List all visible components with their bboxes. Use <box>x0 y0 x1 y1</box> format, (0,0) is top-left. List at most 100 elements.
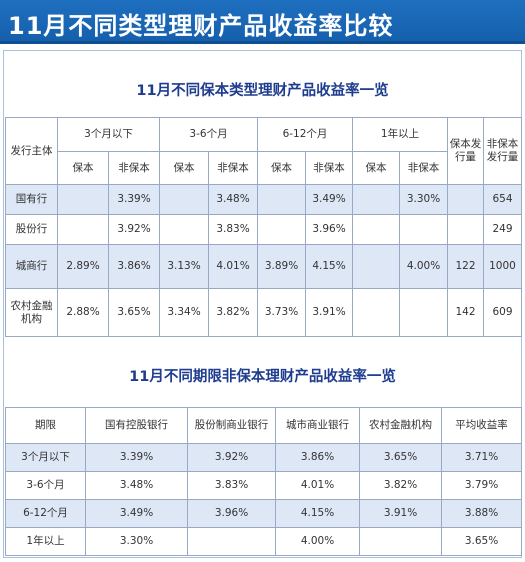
term-header: 3-6个月 <box>159 117 258 152</box>
issuer-cell: 国有行 <box>5 184 58 215</box>
data-cell <box>57 214 109 245</box>
data-cell: 3.48% <box>85 471 188 500</box>
table-row: 3-6个月 3.48% 3.83% 4.01% 3.82% 3.79% <box>5 471 522 500</box>
non-guaranteed-subheader: 非保本 <box>108 151 160 185</box>
data-cell <box>159 184 209 215</box>
data-cell: 3.83% <box>187 471 276 500</box>
table-row: 3个月以下 3.39% 3.92% 3.86% 3.65% 3.71% <box>5 443 522 472</box>
non-guaranteed-count-header: 非保本发行量 <box>483 117 522 185</box>
issuer-header: 发行主体 <box>5 117 58 185</box>
data-cell: 609 <box>483 288 522 337</box>
data-cell <box>352 214 400 245</box>
data-cell: 4.00% <box>399 244 448 289</box>
guaranteed-subheader: 保本 <box>257 151 306 185</box>
data-cell: 3.91% <box>359 499 442 528</box>
data-cell: 3.13% <box>159 244 209 289</box>
data-cell: 3.92% <box>187 443 276 472</box>
data-cell <box>352 184 400 215</box>
term-header: 1年以上 <box>352 117 448 152</box>
data-cell <box>352 288 400 337</box>
data-cell: 3.88% <box>441 499 522 528</box>
guaranteed-count-header: 保本发行量 <box>447 117 484 185</box>
data-cell: 4.15% <box>305 244 353 289</box>
data-cell <box>159 214 209 245</box>
table1-title: 11月不同保本类型理财产品收益率一览 <box>136 83 389 99</box>
data-cell: 654 <box>483 184 522 215</box>
data-cell: 1000 <box>483 244 522 289</box>
data-cell: 3.82% <box>359 471 442 500</box>
page-title: 11月不同类型理财产品收益率比较 <box>8 12 394 40</box>
data-cell <box>187 527 276 556</box>
guarantee-type-yield-table: 发行主体 3个月以下 3-6个月 6-12个月 1年以上 保本发行量 非保本发行… <box>5 117 522 337</box>
term-yield-table: 期限 国有控股银行 股份制商业银行 城市商业银行 农村金融机构 平均收益率 3个… <box>5 407 522 556</box>
data-cell: 3.89% <box>257 244 306 289</box>
non-guaranteed-subheader: 非保本 <box>305 151 353 185</box>
data-cell: 2.89% <box>57 244 109 289</box>
data-cell: 122 <box>447 244 484 289</box>
column-header: 期限 <box>5 407 86 444</box>
data-cell: 3.30% <box>85 527 188 556</box>
data-cell: 3.49% <box>305 184 353 215</box>
table-row: 股份行 3.92% 3.83% 3.96% 249 <box>5 214 522 245</box>
data-cell: 2.88% <box>57 288 109 337</box>
data-cell: 3.96% <box>305 214 353 245</box>
data-cell: 3.30% <box>399 184 448 215</box>
table-row: 1年以上 3.30% 4.00% 3.65% <box>5 527 522 556</box>
data-cell: 3.83% <box>208 214 258 245</box>
data-cell <box>447 214 484 245</box>
data-cell: 3.49% <box>85 499 188 528</box>
table-row: 农村金融机构 2.88% 3.65% 3.34% 3.82% 3.73% 3.9… <box>5 288 522 337</box>
table2-title: 11月不同期限非保本理财产品收益率一览 <box>129 369 396 385</box>
data-cell <box>447 184 484 215</box>
issuer-cell: 农村金融机构 <box>5 288 58 337</box>
data-cell: 3.39% <box>85 443 188 472</box>
data-cell: 3.79% <box>441 471 522 500</box>
column-header: 股份制商业银行 <box>187 407 276 444</box>
non-guaranteed-subheader: 非保本 <box>399 151 448 185</box>
term-cell: 3个月以下 <box>5 443 86 472</box>
column-header: 平均收益率 <box>441 407 522 444</box>
column-header: 农村金融机构 <box>359 407 442 444</box>
data-cell <box>359 527 442 556</box>
term-cell: 6-12个月 <box>5 499 86 528</box>
term-cell: 3-6个月 <box>5 471 86 500</box>
issuer-cell: 股份行 <box>5 214 58 245</box>
data-cell <box>399 214 448 245</box>
data-cell: 4.15% <box>275 499 360 528</box>
data-cell: 4.01% <box>208 244 258 289</box>
data-cell: 3.65% <box>441 527 522 556</box>
data-cell <box>257 184 306 215</box>
table-row: 城商行 2.89% 3.86% 3.13% 4.01% 3.89% 4.15% … <box>5 244 522 289</box>
data-cell <box>57 184 109 215</box>
guaranteed-subheader: 保本 <box>159 151 209 185</box>
non-guaranteed-subheader: 非保本 <box>208 151 258 185</box>
data-cell: 3.86% <box>108 244 160 289</box>
data-cell: 3.92% <box>108 214 160 245</box>
data-cell: 249 <box>483 214 522 245</box>
guaranteed-subheader: 保本 <box>57 151 109 185</box>
data-cell: 3.91% <box>305 288 353 337</box>
data-cell <box>257 214 306 245</box>
term-cell: 1年以上 <box>5 527 86 556</box>
guaranteed-subheader: 保本 <box>352 151 400 185</box>
data-cell: 3.71% <box>441 443 522 472</box>
data-cell: 3.73% <box>257 288 306 337</box>
term-header: 6-12个月 <box>257 117 353 152</box>
data-cell: 142 <box>447 288 484 337</box>
data-cell: 3.65% <box>359 443 442 472</box>
data-cell: 3.65% <box>108 288 160 337</box>
column-header: 国有控股银行 <box>85 407 188 444</box>
issuer-cell: 城商行 <box>5 244 58 289</box>
data-cell: 4.01% <box>275 471 360 500</box>
data-cell: 3.86% <box>275 443 360 472</box>
column-header: 城市商业银行 <box>275 407 360 444</box>
term-header: 3个月以下 <box>57 117 160 152</box>
data-cell <box>399 288 448 337</box>
table-row: 6-12个月 3.49% 3.96% 4.15% 3.91% 3.88% <box>5 499 522 528</box>
data-cell: 3.96% <box>187 499 276 528</box>
data-cell: 4.00% <box>275 527 360 556</box>
content-frame <box>3 50 522 558</box>
data-cell: 3.82% <box>208 288 258 337</box>
data-cell: 3.48% <box>208 184 258 215</box>
title-banner: 11月不同类型理财产品收益率比较 <box>0 0 525 44</box>
